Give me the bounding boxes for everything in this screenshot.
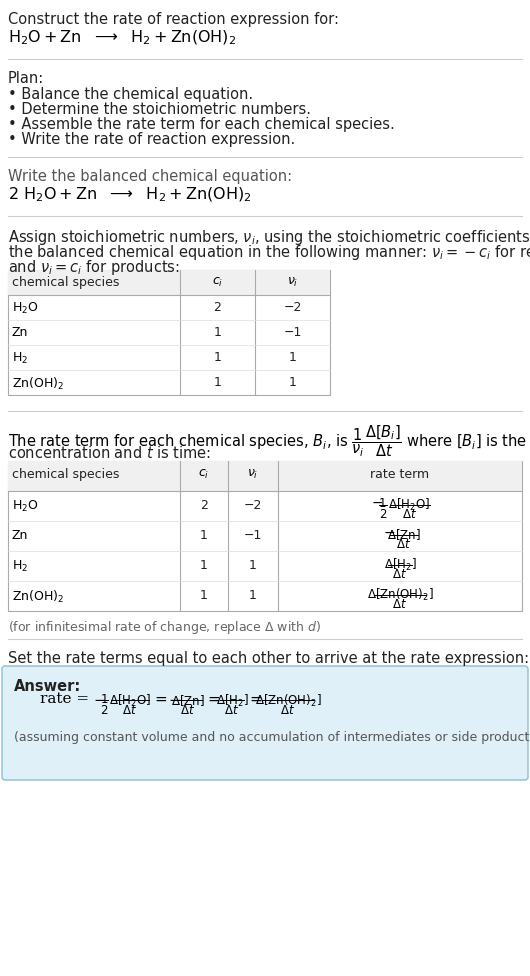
Text: $c_i$: $c_i$ — [198, 468, 210, 481]
Text: Write the balanced chemical equation:: Write the balanced chemical equation: — [8, 169, 292, 184]
Text: Zn: Zn — [12, 529, 29, 542]
Text: $\mathrm{H_2O}$: $\mathrm{H_2O}$ — [12, 499, 39, 514]
Text: The rate term for each chemical species, $B_i$, is $\dfrac{1}{\nu_i}\dfrac{\Delt: The rate term for each chemical species,… — [8, 423, 530, 459]
Text: 1: 1 — [214, 351, 222, 364]
Text: −: − — [384, 526, 395, 540]
Text: $\Delta t$: $\Delta t$ — [402, 508, 417, 521]
Text: $\Delta[\mathrm{H_2}]$: $\Delta[\mathrm{H_2}]$ — [216, 693, 249, 710]
Text: the balanced chemical equation in the following manner: $\nu_i = -c_i$ for react: the balanced chemical equation in the fo… — [8, 243, 530, 262]
Text: −1: −1 — [244, 529, 262, 542]
Text: $\Delta t$: $\Delta t$ — [181, 704, 196, 717]
Text: $\Delta t$: $\Delta t$ — [122, 704, 137, 717]
Text: concentration and $t$ is time:: concentration and $t$ is time: — [8, 445, 211, 461]
Text: 2: 2 — [100, 704, 108, 717]
Text: −: − — [372, 496, 383, 510]
Text: $\mathrm{Zn(OH)_2}$: $\mathrm{Zn(OH)_2}$ — [12, 376, 64, 392]
Text: 1: 1 — [249, 589, 257, 602]
Text: 2: 2 — [379, 508, 386, 521]
Text: (assuming constant volume and no accumulation of intermediates or side products): (assuming constant volume and no accumul… — [14, 731, 530, 744]
Text: Answer:: Answer: — [14, 679, 81, 694]
Text: 1: 1 — [214, 326, 222, 339]
Text: −1: −1 — [284, 326, 302, 339]
Text: chemical species: chemical species — [12, 276, 119, 289]
Bar — [8, 270, 330, 295]
Text: $\Delta[\mathrm{Zn(OH)_2}]$: $\Delta[\mathrm{Zn(OH)_2}]$ — [367, 587, 434, 603]
Text: =: = — [207, 692, 220, 707]
Text: $\mathrm{Zn(OH)_2}$: $\mathrm{Zn(OH)_2}$ — [12, 589, 64, 605]
Text: =: = — [249, 692, 262, 707]
Text: $\Delta[\mathrm{H_2O}]$: $\Delta[\mathrm{H_2O}]$ — [109, 693, 151, 710]
Text: Assign stoichiometric numbers, $\nu_i$, using the stoichiometric coefficients, $: Assign stoichiometric numbers, $\nu_i$, … — [8, 228, 530, 247]
Text: $\Delta t$: $\Delta t$ — [396, 538, 411, 551]
Text: 2: 2 — [214, 301, 222, 314]
Text: $\mathrm{H_2}$: $\mathrm{H_2}$ — [12, 559, 28, 574]
Bar — [8, 270, 330, 395]
Text: $\nu_i$: $\nu_i$ — [248, 468, 259, 481]
Text: $\Delta[\mathrm{H_2O}]$: $\Delta[\mathrm{H_2O}]$ — [388, 497, 430, 513]
Text: chemical species: chemical species — [12, 468, 119, 481]
Text: 1: 1 — [288, 351, 296, 364]
FancyBboxPatch shape — [2, 666, 528, 780]
Text: $\mathrm{H_2}$: $\mathrm{H_2}$ — [12, 351, 28, 366]
Text: $\Delta t$: $\Delta t$ — [393, 568, 408, 581]
Text: Plan:: Plan: — [8, 71, 44, 86]
Text: 1: 1 — [200, 559, 208, 572]
Text: 1: 1 — [200, 529, 208, 542]
Text: 1: 1 — [100, 693, 108, 706]
Text: $\nu_i$: $\nu_i$ — [287, 276, 298, 289]
Text: $\Delta[\mathrm{Zn}]$: $\Delta[\mathrm{Zn}]$ — [171, 693, 205, 708]
Text: −: − — [168, 693, 181, 708]
Text: $\mathrm{H_2O + Zn}$  $\longrightarrow$  $\mathrm{H_2 + Zn(OH)_2}$: $\mathrm{H_2O + Zn}$ $\longrightarrow$ $… — [8, 29, 236, 48]
Text: −2: −2 — [284, 301, 302, 314]
Text: Zn: Zn — [12, 326, 29, 339]
Text: 1: 1 — [214, 376, 222, 389]
Text: $\Delta[\mathrm{H_2}]$: $\Delta[\mathrm{H_2}]$ — [384, 557, 417, 573]
Text: $\Delta t$: $\Delta t$ — [280, 704, 296, 717]
Text: 1: 1 — [379, 497, 386, 510]
Text: $\Delta[\mathrm{Zn}]$: $\Delta[\mathrm{Zn}]$ — [387, 527, 420, 542]
Text: $c_i$: $c_i$ — [212, 276, 223, 289]
Text: (for infinitesimal rate of change, replace Δ with $d$): (for infinitesimal rate of change, repla… — [8, 619, 321, 636]
Text: and $\nu_i = c_i$ for products:: and $\nu_i = c_i$ for products: — [8, 258, 180, 277]
Text: Construct the rate of reaction expression for:: Construct the rate of reaction expressio… — [8, 12, 339, 27]
Text: rate term: rate term — [370, 468, 429, 481]
Text: $\Delta[\mathrm{Zn(OH)_2}]$: $\Delta[\mathrm{Zn(OH)_2}]$ — [254, 693, 321, 710]
Text: $\Delta t$: $\Delta t$ — [225, 704, 240, 717]
Text: −: − — [93, 693, 106, 708]
Text: 1: 1 — [200, 589, 208, 602]
Text: • Balance the chemical equation.: • Balance the chemical equation. — [8, 87, 253, 102]
Text: $\mathrm{H_2O}$: $\mathrm{H_2O}$ — [12, 301, 39, 316]
Text: −2: −2 — [244, 499, 262, 512]
Text: Set the rate terms equal to each other to arrive at the rate expression:: Set the rate terms equal to each other t… — [8, 651, 529, 666]
Text: =: = — [154, 692, 167, 707]
Bar — [8, 461, 522, 611]
Text: rate =: rate = — [40, 692, 94, 706]
Text: 1: 1 — [249, 559, 257, 572]
Text: • Write the rate of reaction expression.: • Write the rate of reaction expression. — [8, 132, 295, 147]
Text: • Assemble the rate term for each chemical species.: • Assemble the rate term for each chemic… — [8, 117, 395, 132]
Bar — [8, 461, 522, 491]
Text: $\Delta t$: $\Delta t$ — [393, 598, 408, 611]
Text: $\mathrm{2\ H_2O + Zn}$  $\longrightarrow$  $\mathrm{H_2 + Zn(OH)_2}$: $\mathrm{2\ H_2O + Zn}$ $\longrightarrow… — [8, 186, 252, 204]
Text: 2: 2 — [200, 499, 208, 512]
Text: 1: 1 — [288, 376, 296, 389]
Text: • Determine the stoichiometric numbers.: • Determine the stoichiometric numbers. — [8, 102, 311, 117]
